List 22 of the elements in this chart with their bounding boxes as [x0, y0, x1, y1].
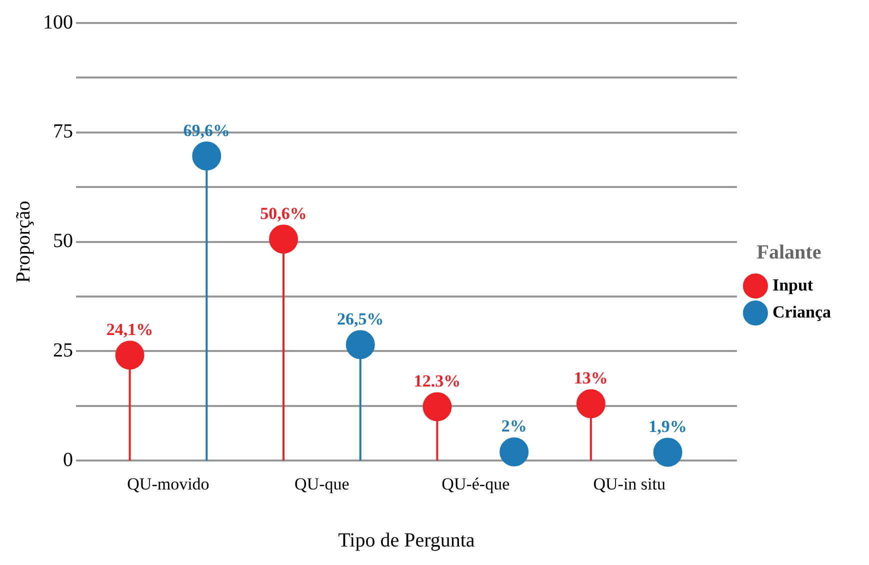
data-label: 1,9%	[648, 417, 687, 436]
x-tick-label: QU-in situ	[593, 474, 666, 494]
data-label: 50,6%	[260, 204, 307, 224]
y-tick-label: 75	[53, 120, 73, 143]
x-axis-title: Tipo de Pergunta	[338, 529, 475, 552]
x-tick-label: QU-movido	[127, 474, 210, 494]
y-tick-label: 50	[53, 230, 73, 252]
data-label: 69,6%	[183, 120, 230, 140]
data-label: 24,1%	[106, 320, 154, 340]
y-tick-label: 100	[43, 11, 73, 34]
data-label: 2%	[501, 416, 527, 436]
y-tick-label: 0	[63, 448, 73, 471]
legend-label: Input	[772, 275, 814, 294]
data-label: 26,5%	[336, 310, 384, 329]
x-tick-label: QU-que	[294, 474, 350, 494]
legend-title: Falante	[756, 242, 822, 264]
y-tick-label: 25	[53, 339, 73, 362]
y-axis-title: Proporção	[12, 200, 34, 283]
data-label: 13%	[574, 368, 608, 388]
x-tick-label: QU-é-que	[442, 474, 510, 494]
legend-label: Criança	[772, 302, 832, 322]
data-label: 12.3%	[414, 372, 461, 391]
